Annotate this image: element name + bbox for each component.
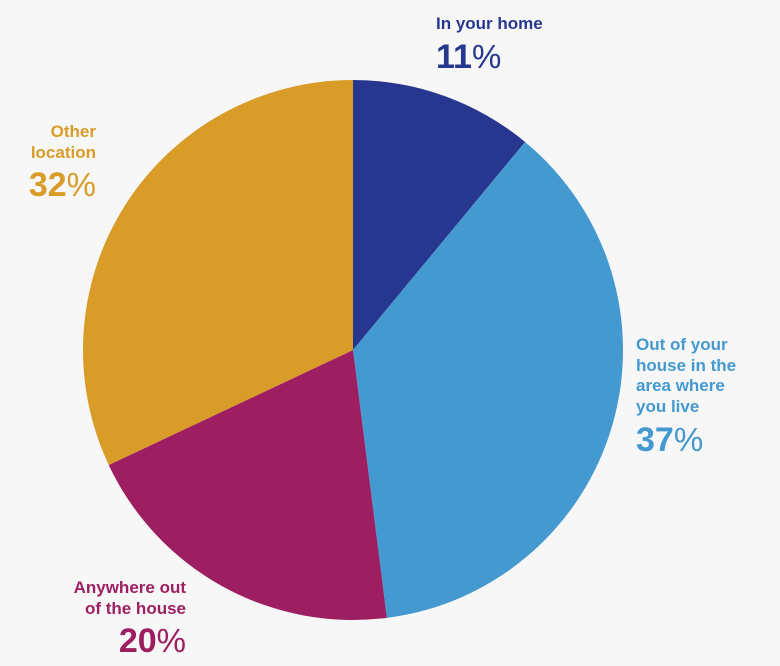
slice-value: 32: [28, 166, 67, 205]
slice-value: 20: [118, 622, 157, 661]
slice-value: 37: [636, 420, 674, 459]
slice-value: 11: [436, 37, 472, 76]
slice-name: Anywhere out of the house: [73, 578, 186, 618]
slice-percent: 32%: [29, 165, 96, 206]
pie-slice-0: [353, 80, 526, 350]
slice-label-anywhere-out-of-house: Anywhere out of the house 20%: [74, 578, 186, 663]
slice-percent: 37%: [636, 420, 736, 461]
slice-label-other-location: Other location 32%: [29, 122, 96, 207]
percent-symbol: %: [156, 622, 186, 660]
slice-name: Other location: [30, 122, 96, 162]
slice-percent: 11%: [436, 37, 543, 78]
percent-symbol: %: [673, 420, 704, 458]
slice-label-area-where-you-live: Out of your house in the area where you …: [636, 335, 736, 461]
pie-slice-1: [353, 141, 623, 618]
slice-label-in-your-home: In your home 11%: [436, 14, 543, 78]
pie-slice-3: [83, 80, 354, 465]
percent-symbol: %: [66, 166, 96, 204]
percent-symbol: %: [471, 37, 502, 75]
slice-name: Out of your house in the area where you …: [636, 335, 737, 417]
pie-slice-2: [108, 350, 387, 620]
slice-percent: 20%: [74, 621, 186, 662]
slice-name: In your home: [436, 14, 543, 33]
